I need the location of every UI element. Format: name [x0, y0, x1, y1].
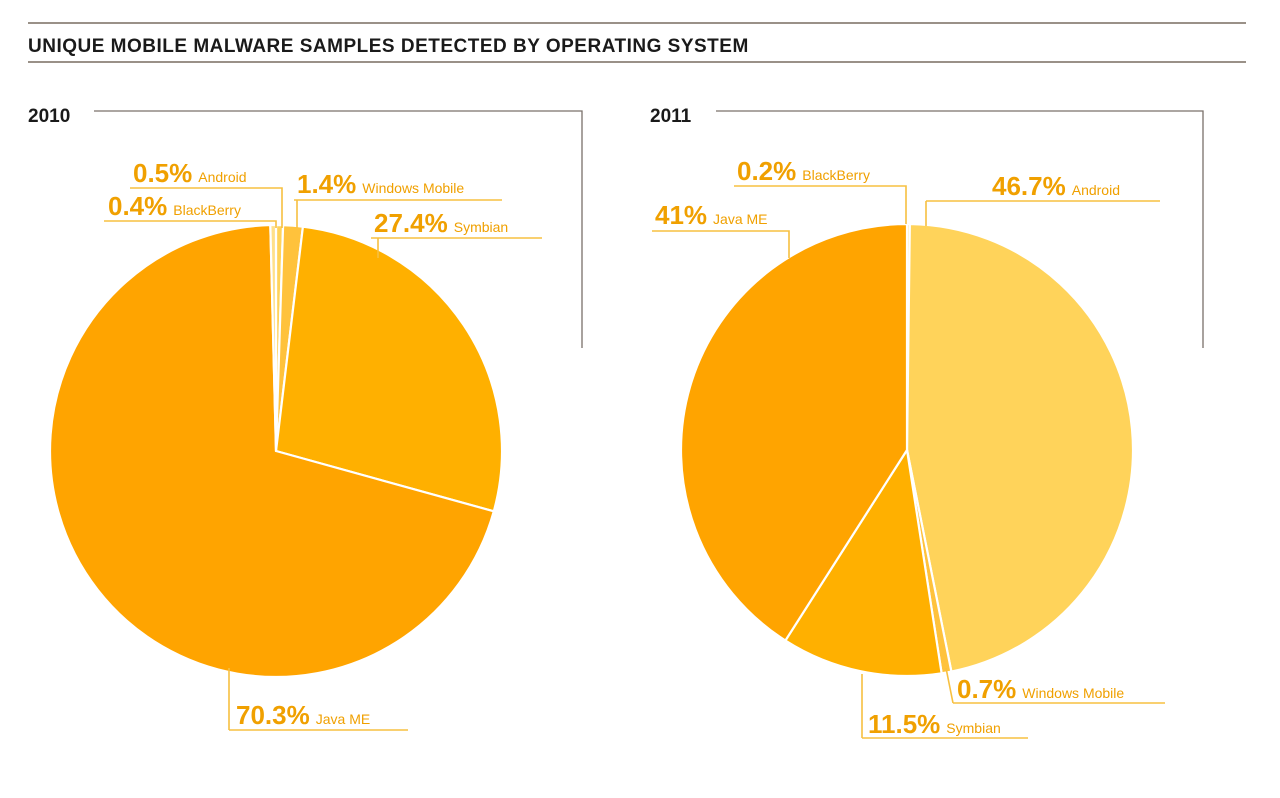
slice-label-2011-java-me: 41% Java ME	[655, 200, 768, 230]
leader-line-2010-android	[130, 187, 283, 228]
leader-line-2011-java-me	[652, 230, 790, 258]
slice-name-2011-symbian: Symbian	[946, 720, 1000, 736]
slice-name-2010-java-me: Java ME	[316, 711, 370, 727]
slice-name-2011-android: Android	[1072, 182, 1120, 198]
slice-label-2010-android: 0.5% Android	[133, 158, 247, 188]
slice-label-2011-android: 46.7% Android	[992, 171, 1120, 201]
slice-name-2010-windows-mobile: Windows Mobile	[362, 180, 464, 196]
slice-pct-2011-symbian: 11.5%	[868, 709, 940, 739]
slice-label-2010-symbian: 27.4% Symbian	[374, 208, 508, 238]
slice-label-2010-windows-mobile: 1.4% Windows Mobile	[297, 169, 464, 199]
leader-line-2010-blackberry	[104, 220, 277, 228]
slice-pct-2010-blackberry: 0.4%	[108, 191, 167, 221]
chart-title: UNIQUE MOBILE MALWARE SAMPLES DETECTED B…	[28, 36, 749, 57]
slice-name-2010-android: Android	[198, 169, 246, 185]
slice-label-2011-windows-mobile: 0.7% Windows Mobile	[957, 674, 1124, 704]
slice-pct-2011-android: 46.7%	[992, 171, 1066, 201]
slice-pct-2010-java-me: 70.3%	[236, 700, 310, 730]
leader-line-2011-windows-mobile-b	[945, 667, 954, 704]
slice-label-2011-blackberry: 0.2% BlackBerry	[737, 156, 870, 186]
leader-lines-2010	[104, 187, 542, 731]
pie-slices-2011	[679, 222, 1135, 678]
slice-pct-2011-windows-mobile: 0.7%	[957, 674, 1016, 704]
pie-slice-2010-symbian	[274, 225, 504, 513]
year-label-2011: 2011	[650, 106, 692, 127]
slice-name-2011-windows-mobile: Windows Mobile	[1022, 685, 1124, 701]
slice-name-2010-blackberry: BlackBerry	[173, 202, 241, 218]
slice-labels-2011: 0.2% BlackBerry 46.7% Android 0.7% Windows Mo…	[655, 156, 1124, 739]
slice-label-2010-java-me: 70.3% Java ME	[236, 700, 370, 730]
panel-frame-2010	[94, 110, 583, 348]
pie-panel-2010: 2010 0.5% Android 1.4% Windows Mobile 27.4% S…	[28, 106, 583, 731]
slice-label-2010-blackberry: 0.4% BlackBerry	[108, 191, 241, 221]
slice-labels-2010: 0.5% Android 1.4% Windows Mobile 27.4% Symbia…	[108, 158, 508, 730]
slice-label-2011-symbian: 11.5% Symbian	[868, 709, 1001, 739]
pie-slice-2011-android	[905, 222, 1135, 673]
slice-name-2010-symbian: Symbian	[454, 219, 508, 235]
slice-pct-2011-blackberry: 0.2%	[737, 156, 796, 186]
pie-slice-2011-java-me	[679, 222, 909, 643]
pie-slice-2010-java-me	[48, 223, 496, 679]
pie-slice-2011-symbian	[783, 446, 943, 678]
pie-slices-2010	[48, 223, 504, 679]
year-label-2010: 2010	[28, 106, 70, 127]
leader-lines-2011	[652, 185, 1165, 739]
slice-name-2011-blackberry: BlackBerry	[802, 167, 870, 183]
pie-panel-2011: 2011 0.2% BlackBerry 46.7% Android 0.7% Windo…	[650, 106, 1204, 739]
leader-line-2011-blackberry	[734, 185, 907, 224]
slice-name-2011-java-me: Java ME	[713, 211, 767, 227]
panel-frame-2011	[716, 110, 1204, 348]
slice-pct-2011-java-me: 41%	[655, 200, 707, 230]
slice-pct-2010-symbian: 27.4%	[374, 208, 448, 238]
slice-pct-2010-android: 0.5%	[133, 158, 192, 188]
slice-pct-2010-windows-mobile: 1.4%	[297, 169, 356, 199]
